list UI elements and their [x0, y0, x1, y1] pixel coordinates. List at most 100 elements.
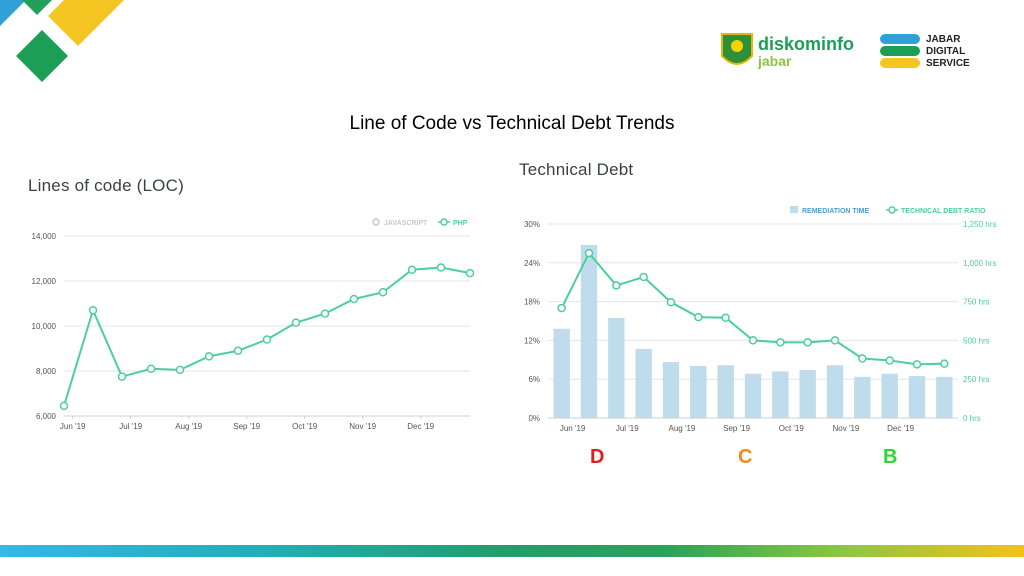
loc-php-point	[320, 309, 330, 318]
legend-remediation-swatch	[790, 206, 798, 213]
td-xtick-label: Sep '19	[723, 424, 750, 433]
td-ratio-point	[612, 281, 621, 290]
jds-text-line1: JABAR	[926, 34, 961, 45]
legend-php-marker	[440, 218, 448, 226]
loc-ytick-label: 8,000	[36, 367, 57, 376]
td-remediation-bar	[936, 376, 953, 418]
td-remediation-bar	[662, 362, 680, 418]
td-remediation-bar	[772, 371, 789, 418]
legend-javascript-marker	[372, 218, 380, 226]
td-ratio-point	[776, 338, 785, 347]
td-remediation-bar	[690, 366, 707, 418]
td-remediation-bar	[744, 373, 762, 418]
td-ratio-point	[803, 338, 812, 347]
td-remediation-bar	[635, 348, 652, 418]
td-ratio-point	[639, 272, 648, 282]
grade-b: B	[883, 446, 898, 468]
loc-php-point	[349, 294, 359, 304]
loc-xtick-label: Aug '19	[175, 422, 202, 431]
td-ratio-point	[694, 312, 703, 322]
loc-xtick-label: Jul '19	[119, 422, 142, 431]
slide-title: Line of Code vs Technical Debt Trends	[349, 113, 675, 134]
td-left-tick-label: 0%	[528, 414, 540, 423]
loc-php-point	[146, 364, 156, 373]
td-remediation-bar	[717, 365, 734, 418]
td-right-tick-label: 1,250 hrs	[963, 220, 996, 229]
td-xtick-label: Jun '19	[560, 424, 586, 433]
loc-php-point	[436, 263, 446, 272]
td-ratio-point	[940, 359, 949, 368]
td-ratio-point	[858, 354, 867, 363]
td-xtick-label: Nov '19	[832, 424, 859, 433]
diskominfo-logo: diskominfo jabar	[718, 26, 858, 74]
td-right-tick-label: 1,000 hrs	[963, 259, 996, 268]
td-chart-title: Technical Debt	[519, 160, 634, 179]
loc-xtick-label: Nov '19	[349, 422, 376, 431]
td-left-tick-label: 30%	[524, 220, 540, 229]
loc-xtick-label: Oct '19	[292, 422, 318, 431]
loc-ytick-label: 14,000	[32, 232, 57, 241]
td-ratio-point	[666, 297, 676, 307]
td-xtick-label: Oct '19	[779, 424, 805, 433]
grade-c: C	[738, 446, 753, 468]
loc-php-point	[465, 268, 475, 278]
loc-php-point	[262, 335, 272, 344]
loc-php-point	[407, 265, 417, 274]
td-remediation-bar	[580, 244, 598, 418]
td-xtick-label: Dec '19	[887, 424, 914, 433]
jds-text-line3: SERVICE	[926, 58, 970, 69]
td-left-tick-label: 12%	[524, 336, 540, 345]
grade-d: D	[590, 446, 605, 468]
td-remediation-bar	[608, 317, 625, 418]
td-remediation-bar	[881, 373, 898, 418]
td-left-tick-label: 18%	[524, 298, 540, 307]
loc-xtick-label: Jun '19	[60, 422, 86, 431]
loc-chart-title: Lines of code (LOC)	[28, 176, 184, 195]
td-ratio-point	[721, 313, 730, 323]
logo-text-jabar: jabar	[757, 53, 792, 69]
bottom-gradient-bar	[0, 545, 1024, 557]
technical-debt-chart: 0% 0 hrs 6% 250 hrs 12% 500 hrs 18% 750 hrs 24% 1…	[524, 206, 996, 433]
logo-text-diskominfo: diskominfo	[758, 34, 854, 54]
loc-php-point	[233, 346, 243, 355]
td-ratio-point	[885, 356, 894, 365]
td-remediation-bar	[826, 365, 844, 418]
corner-decoration	[0, 0, 124, 82]
td-right-tick-label: 500 hrs	[963, 336, 990, 345]
td-ratio-point	[584, 248, 594, 258]
td-ratio-point	[912, 360, 922, 369]
legend-ratio-label: TECHNICAL DEBT RATIO	[901, 208, 986, 215]
legend-javascript-label: JAVASCRIPT	[384, 220, 428, 227]
td-left-tick-label: 24%	[524, 259, 540, 268]
td-right-tick-label: 750 hrs	[963, 298, 990, 307]
jds-logo: JABAR DIGITAL SERVICE	[878, 26, 988, 74]
loc-php-point	[204, 352, 214, 361]
loc-php-point	[175, 365, 185, 375]
legend-ratio-marker	[888, 206, 896, 214]
td-remediation-bar	[908, 376, 926, 418]
loc-xtick-label: Sep '19	[233, 422, 260, 431]
td-remediation-bar	[553, 328, 570, 418]
loc-chart: 6,000 8,000 10,000 12,000 14,000 Jun '19 Jul '…	[32, 218, 475, 431]
loc-ytick-label: 10,000	[32, 322, 57, 331]
loc-php-point	[88, 306, 98, 315]
loc-php-point	[117, 372, 127, 381]
legend-php-label: PHP	[453, 220, 468, 227]
td-right-tick-label: 0 hrs	[963, 414, 981, 423]
td-xtick-label: Aug '19	[668, 424, 695, 433]
td-xtick-label: Jul '19	[616, 424, 639, 433]
legend-remediation-label: REMEDIATION TIME	[802, 208, 869, 215]
td-remediation-bar	[799, 369, 816, 418]
jds-text-line2: DIGITAL	[926, 46, 965, 57]
loc-xtick-label: Dec '19	[407, 422, 434, 431]
td-left-tick-label: 6%	[528, 375, 540, 384]
loc-ytick-label: 6,000	[36, 412, 57, 421]
loc-ytick-label: 12,000	[32, 277, 57, 286]
td-ratio-point	[830, 336, 840, 345]
td-ratio-point	[748, 336, 758, 345]
loc-php-point	[59, 401, 69, 411]
td-remediation-bar	[854, 376, 871, 418]
td-right-tick-label: 250 hrs	[963, 375, 990, 384]
td-ratio-point	[557, 303, 566, 313]
loc-php-point	[378, 288, 388, 297]
